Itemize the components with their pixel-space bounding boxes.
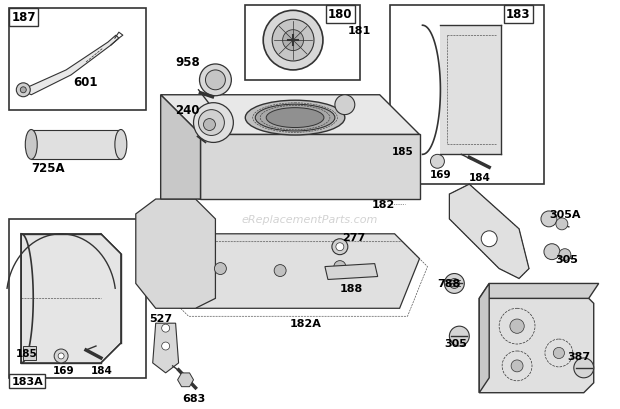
Circle shape [20, 88, 26, 94]
Circle shape [544, 244, 560, 260]
Text: 240: 240 [175, 104, 200, 117]
Ellipse shape [255, 105, 335, 132]
Text: 527: 527 [149, 313, 172, 324]
Polygon shape [161, 96, 420, 135]
Polygon shape [161, 96, 200, 200]
Text: 180: 180 [328, 8, 352, 21]
Text: 169: 169 [430, 170, 451, 180]
Text: 183: 183 [506, 8, 531, 21]
Circle shape [198, 110, 224, 136]
Circle shape [58, 353, 64, 359]
Ellipse shape [25, 130, 37, 160]
Polygon shape [156, 234, 420, 308]
Circle shape [215, 263, 226, 275]
Polygon shape [479, 284, 489, 393]
Bar [9, 219, 146, 378]
Text: 184: 184 [469, 173, 491, 183]
Bar [246, 7, 360, 81]
Polygon shape [450, 185, 529, 279]
Text: 181: 181 [348, 26, 371, 36]
Circle shape [335, 96, 355, 115]
Text: 185: 185 [392, 147, 414, 157]
Polygon shape [479, 284, 599, 299]
Circle shape [264, 11, 323, 71]
Polygon shape [177, 373, 193, 387]
Polygon shape [325, 264, 378, 280]
Circle shape [445, 274, 464, 294]
Circle shape [200, 65, 231, 97]
Polygon shape [440, 26, 501, 155]
Text: 188: 188 [340, 284, 363, 294]
Text: 182: 182 [372, 200, 395, 209]
Circle shape [574, 358, 594, 378]
Circle shape [162, 324, 170, 333]
Text: 305: 305 [445, 338, 467, 348]
Text: 683: 683 [182, 393, 206, 403]
Text: 182A: 182A [290, 319, 322, 328]
Circle shape [16, 83, 30, 97]
Circle shape [283, 31, 304, 52]
Ellipse shape [266, 108, 324, 128]
Circle shape [274, 265, 286, 277]
Text: 387: 387 [567, 351, 590, 361]
Circle shape [162, 342, 170, 350]
Polygon shape [24, 346, 36, 360]
Circle shape [559, 249, 571, 261]
Text: 277: 277 [342, 232, 365, 242]
Text: eReplacementParts.com: eReplacementParts.com [242, 214, 378, 225]
Text: 169: 169 [53, 365, 75, 375]
Bar [389, 7, 544, 185]
Text: 187: 187 [11, 11, 36, 24]
Circle shape [556, 218, 568, 230]
Polygon shape [19, 36, 119, 96]
Circle shape [193, 103, 233, 143]
Text: 305A: 305A [549, 209, 580, 219]
Circle shape [272, 20, 314, 62]
Circle shape [553, 348, 564, 359]
Text: 183A: 183A [11, 376, 43, 386]
Circle shape [481, 231, 497, 247]
Polygon shape [21, 234, 121, 363]
Circle shape [334, 261, 346, 273]
Circle shape [205, 71, 226, 90]
Circle shape [430, 155, 445, 169]
Circle shape [510, 319, 525, 333]
Ellipse shape [246, 101, 345, 136]
Circle shape [203, 119, 215, 131]
Polygon shape [136, 200, 215, 308]
Text: 185: 185 [16, 348, 37, 358]
Circle shape [541, 211, 557, 227]
Text: 601: 601 [73, 76, 97, 89]
Text: 725A: 725A [31, 162, 65, 174]
Circle shape [336, 243, 344, 251]
Text: 305: 305 [555, 254, 578, 264]
Circle shape [332, 239, 348, 255]
Circle shape [54, 349, 68, 363]
Bar [31, 130, 121, 160]
Ellipse shape [115, 130, 127, 160]
Text: 184: 184 [91, 365, 113, 375]
Text: 958: 958 [175, 56, 200, 69]
Polygon shape [200, 135, 420, 200]
Polygon shape [153, 324, 179, 373]
Circle shape [450, 279, 459, 289]
Circle shape [450, 326, 469, 346]
Bar [9, 9, 146, 110]
Text: 788: 788 [438, 279, 461, 289]
Circle shape [511, 360, 523, 372]
Polygon shape [479, 299, 594, 393]
